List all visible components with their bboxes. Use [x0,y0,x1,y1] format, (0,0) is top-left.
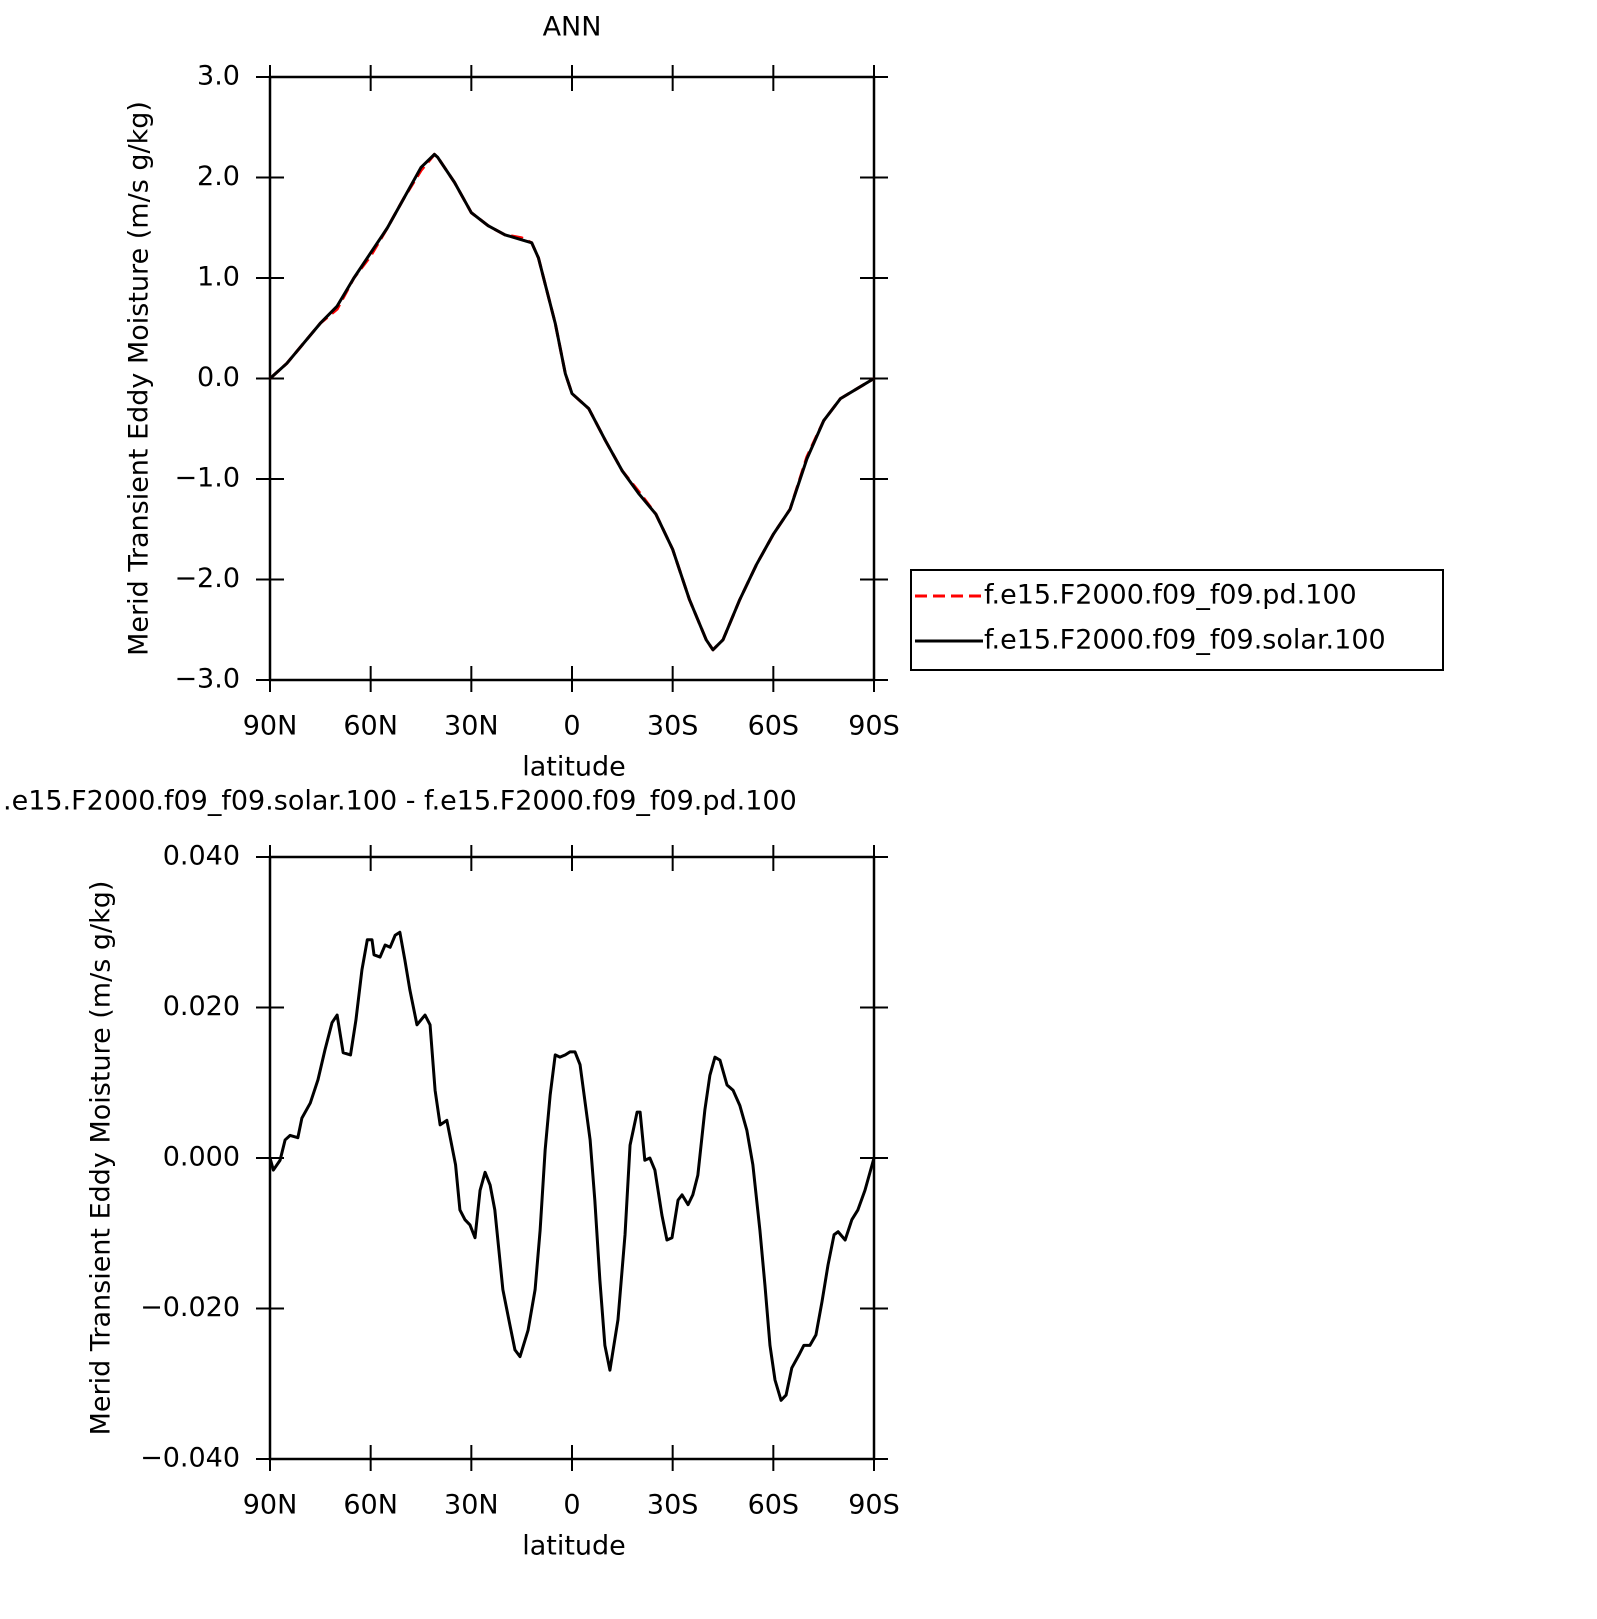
legend-box [910,569,1444,671]
x-tick-label: 30S [647,1490,699,1521]
data-line [268,152,875,652]
plot-frame [268,75,876,682]
x-tick-label: 90S [848,711,900,742]
chart-title: ANN [543,12,602,43]
data-line [268,152,875,652]
y-tick-label: 3.0 [197,61,240,92]
x-tick-label: 90N [243,711,298,742]
chart-title: .e15.F2000.f09_f09.solar.100 - f.e15.F20… [3,786,797,817]
y-tick-label: 0.000 [163,1142,240,1173]
y-axis-label: Merid Transient Eddy Moisture (m/s g/kg) [124,101,155,656]
data-line [268,930,876,1402]
legend-label: f.e15.F2000.f09_f09.pd.100 [984,580,1357,611]
x-axis-label: latitude [522,752,626,783]
y-tick-label: 0.040 [163,841,240,872]
x-tick-label: 60S [748,711,800,742]
y-tick-label: −0.020 [140,1292,240,1323]
plot-frame [268,855,876,1461]
y-tick-label: −0.040 [140,1443,240,1474]
x-tick-label: 0 [563,1490,580,1521]
y-tick-label: −2.0 [174,563,240,594]
x-tick-label: 30S [647,711,699,742]
legend-label: f.e15.F2000.f09_f09.solar.100 [984,625,1386,656]
x-tick-label: 60N [343,1490,398,1521]
y-tick-label: 1.0 [197,262,240,293]
x-tick-label: 90N [243,1490,298,1521]
y-axis-label: Merid Transient Eddy Moisture (m/s g/kg) [86,881,117,1436]
x-axis-label: latitude [522,1531,626,1562]
x-tick-label: 60N [343,711,398,742]
x-tick-label: 0 [563,711,580,742]
y-tick-label: −1.0 [174,463,240,494]
x-tick-label: 60S [748,1490,800,1521]
x-tick-label: 90S [848,1490,900,1521]
y-tick-label: 0.0 [197,362,240,393]
x-tick-label: 30N [444,711,499,742]
y-tick-label: 0.020 [163,991,240,1022]
y-tick-label: −3.0 [174,664,240,695]
x-tick-label: 30N [444,1490,499,1521]
y-tick-label: 2.0 [197,161,240,192]
